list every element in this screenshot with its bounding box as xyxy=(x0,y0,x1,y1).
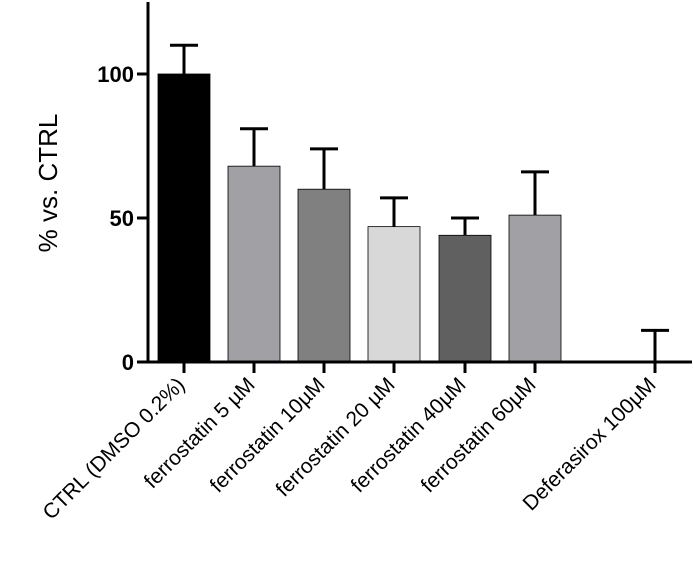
y-tick-label: 100 xyxy=(97,62,134,87)
bar xyxy=(367,226,421,363)
y-axis-title: % vs. CTRL xyxy=(33,114,63,253)
error-bar xyxy=(240,127,268,167)
error-bars xyxy=(170,43,669,362)
x-tick-label: Deferasirox 100µM xyxy=(519,373,661,515)
bar xyxy=(438,234,492,363)
error-bar xyxy=(641,328,669,362)
bar xyxy=(508,214,562,363)
x-tick-label: ferrostatin 20 µM xyxy=(272,373,400,501)
y-axis-ticks: 0 50 100 xyxy=(97,62,148,375)
error-bar xyxy=(451,216,479,236)
y-tick-label: 50 xyxy=(110,206,134,231)
bar xyxy=(157,73,211,363)
bar xyxy=(227,165,281,363)
error-bar xyxy=(521,170,549,216)
error-bar xyxy=(310,147,338,190)
bar xyxy=(297,188,351,363)
error-bar xyxy=(170,43,198,74)
x-axis-ticks: CTRL (DMSO 0.2%)ferrostatin 5 µMferrosta… xyxy=(39,362,661,524)
error-bar xyxy=(380,196,408,227)
y-tick-label: 0 xyxy=(122,350,134,375)
bars xyxy=(157,73,562,363)
